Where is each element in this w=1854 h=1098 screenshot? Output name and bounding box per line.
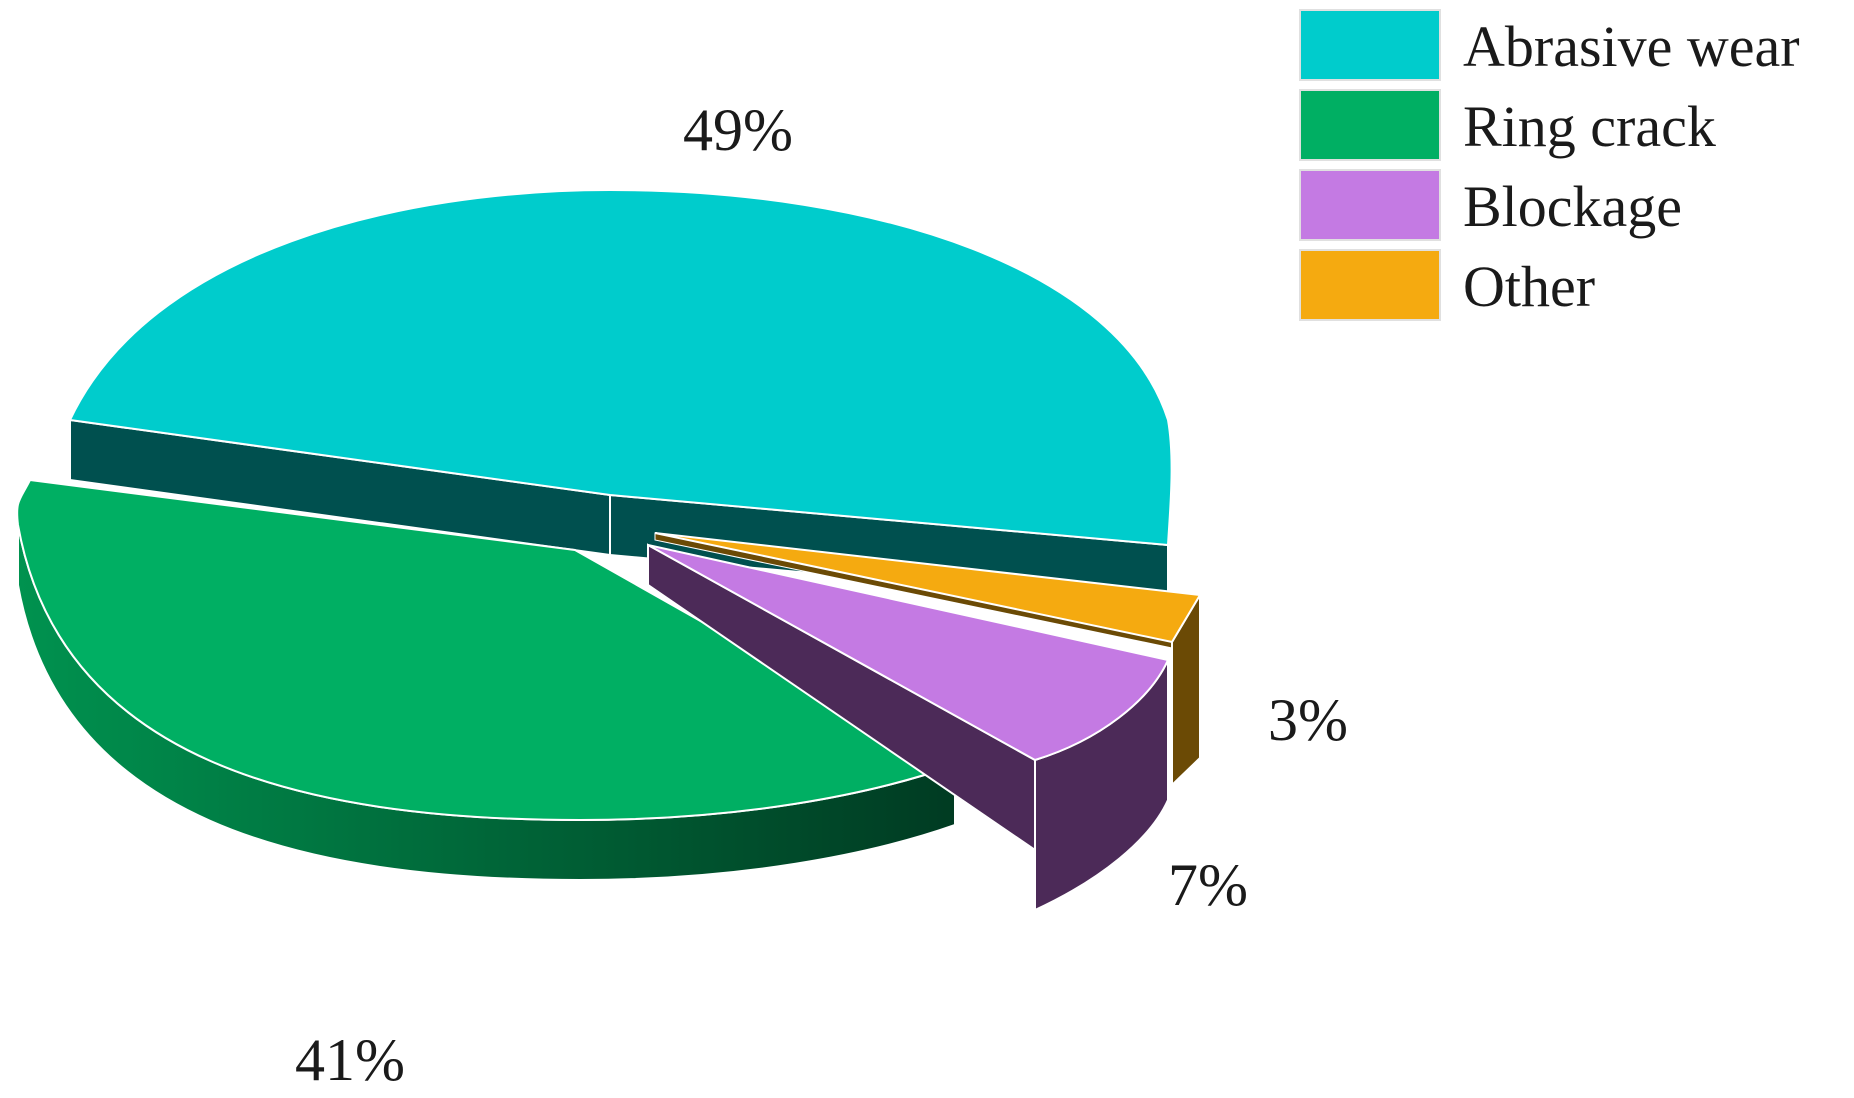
slice-ring-crack-top xyxy=(16,478,958,822)
legend-label-abrasive-wear: Abrasive wear xyxy=(1463,14,1800,79)
data-label-abrasive-wear: 49% xyxy=(683,97,793,163)
legend-item-ring-crack: Ring crack xyxy=(1299,89,1716,161)
data-label-other: 3% xyxy=(1268,687,1348,753)
slice-other xyxy=(654,532,1202,788)
data-label-ring-crack: 41% xyxy=(295,1027,405,1093)
legend-item-abrasive-wear: Abrasive wear xyxy=(1299,9,1800,81)
legend-swatch-other xyxy=(1299,249,1441,321)
legend-swatch-abrasive-wear xyxy=(1299,9,1441,81)
legend: Abrasive wear Ring crack Blockage Other xyxy=(1299,9,1800,321)
legend-label-blockage: Blockage xyxy=(1463,174,1682,239)
slice-abrasive-wear-top xyxy=(68,188,1173,547)
legend-item-other: Other xyxy=(1299,249,1595,321)
legend-item-blockage: Blockage xyxy=(1299,169,1682,241)
slice-other-top xyxy=(654,532,1202,644)
legend-label-ring-crack: Ring crack xyxy=(1463,94,1716,159)
slice-abrasive-wear xyxy=(68,188,1173,607)
data-label-blockage: 7% xyxy=(1168,852,1248,918)
slice-blockage xyxy=(647,543,1170,912)
legend-label-other: Other xyxy=(1463,254,1595,319)
legend-swatch-blockage xyxy=(1299,169,1441,241)
legend-swatch-ring-crack xyxy=(1299,89,1441,161)
slice-blockage-top xyxy=(647,544,1170,762)
